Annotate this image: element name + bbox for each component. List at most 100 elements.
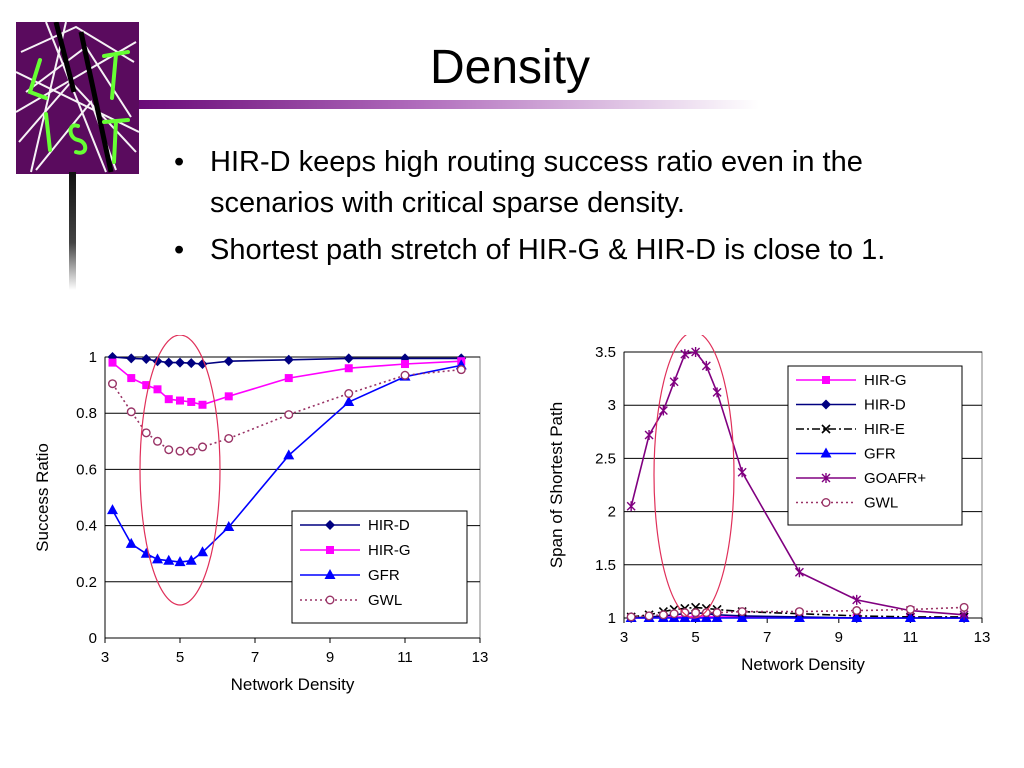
data-point <box>701 360 711 371</box>
highlight-ellipse <box>139 335 221 606</box>
data-point <box>197 442 207 452</box>
data-point <box>175 357 185 368</box>
y-tick-label: 3.5 <box>595 344 616 361</box>
y-tick-label: 0.4 <box>76 518 97 535</box>
legend-item: HIR-D <box>300 517 410 534</box>
slide-title: Density <box>429 41 591 94</box>
data-point <box>905 604 915 614</box>
data-point <box>794 607 804 617</box>
data-point <box>712 608 722 618</box>
x-tick-label: 5 <box>691 629 699 646</box>
bullet-list: • HIR-D keeps high routing success ratio … <box>170 142 970 277</box>
data-point <box>142 381 151 390</box>
legend-item: GFR <box>796 446 896 463</box>
y-axis-label: Success Ratio <box>33 443 52 552</box>
bullet-dot: • <box>174 146 185 178</box>
data-point <box>712 387 722 398</box>
data-point <box>152 553 163 564</box>
data-point <box>284 374 293 383</box>
x-tick-label: 9 <box>326 649 334 666</box>
data-point <box>126 353 137 364</box>
data-point <box>959 602 969 612</box>
data-point <box>343 395 355 406</box>
x-tick-label: 3 <box>620 629 628 646</box>
data-point <box>223 521 235 532</box>
legend-marker <box>325 520 335 530</box>
x-tick-label: 7 <box>763 629 771 646</box>
data-point <box>626 501 636 512</box>
legend-item: GOAFR+ <box>796 470 926 487</box>
title-rule <box>139 100 759 109</box>
y-tick-label: 0.2 <box>76 574 97 591</box>
data-point <box>793 612 805 622</box>
bullet-item: • Shortest path stretch of HIR-G & HIR-D … <box>170 230 970 271</box>
y-tick-label: 1.5 <box>595 557 616 574</box>
data-point <box>187 397 196 406</box>
y-tick-label: 1 <box>89 349 97 366</box>
data-point <box>186 358 197 369</box>
y-axis-label: Span of Shortest Path <box>547 402 566 568</box>
legend-item: HIR-D <box>796 397 906 414</box>
series-gwl <box>107 365 466 456</box>
data-point <box>186 446 196 456</box>
data-point <box>223 356 234 367</box>
data-point <box>626 612 636 622</box>
data-point <box>197 359 208 370</box>
legend-label: GWL <box>368 592 402 609</box>
data-point <box>691 608 701 618</box>
bullet-item: • HIR-D keeps high routing success ratio … <box>170 142 970 224</box>
x-tick-label: 9 <box>835 629 843 646</box>
data-point <box>737 607 747 617</box>
series-goafr- <box>626 347 969 620</box>
legend-marker <box>821 424 831 434</box>
data-point <box>153 385 162 394</box>
data-point <box>164 395 173 404</box>
x-tick-label: 11 <box>397 649 413 666</box>
data-point <box>224 392 233 401</box>
data-point <box>107 504 118 515</box>
data-point <box>344 389 354 399</box>
legend-marker <box>822 376 830 384</box>
y-tick-label: 0 <box>89 630 97 647</box>
y-tick-label: 1 <box>608 610 616 627</box>
data-point <box>125 537 137 548</box>
data-point <box>343 353 354 364</box>
data-point <box>175 446 185 456</box>
y-tick-label: 0.8 <box>76 405 97 422</box>
data-point <box>736 612 748 622</box>
data-point <box>283 354 294 365</box>
data-point <box>164 445 174 455</box>
x-tick-label: 13 <box>974 629 991 646</box>
x-tick-label: 11 <box>903 629 919 646</box>
data-point <box>400 370 410 380</box>
legend-marker <box>821 399 831 410</box>
data-point <box>198 400 207 409</box>
x-tick-label: 5 <box>176 649 184 666</box>
legend-label: GWL <box>864 495 898 512</box>
data-point <box>152 436 162 446</box>
data-point <box>185 554 197 565</box>
y-tick-label: 0.6 <box>76 461 97 478</box>
legend-item: GWL <box>300 592 402 609</box>
legend-marker <box>326 546 334 554</box>
bullet-text: Shortest path stretch of HIR-G & HIR-D i… <box>210 234 886 266</box>
data-point <box>852 606 862 616</box>
data-point <box>701 608 711 618</box>
data-point <box>680 349 690 360</box>
data-point <box>163 357 174 368</box>
data-point <box>126 407 136 417</box>
data-point <box>852 594 862 605</box>
legend-marker <box>821 497 831 507</box>
data-point <box>691 347 701 357</box>
data-point <box>851 612 863 622</box>
data-point <box>644 429 654 440</box>
data-point <box>107 379 117 389</box>
bullet-text: HIR-D keeps high routing success ratio e… <box>210 146 863 219</box>
data-point <box>127 374 136 383</box>
data-point <box>163 554 175 565</box>
data-point <box>141 353 152 364</box>
data-point <box>401 360 409 369</box>
legend-box <box>787 365 963 526</box>
data-point <box>658 610 668 620</box>
